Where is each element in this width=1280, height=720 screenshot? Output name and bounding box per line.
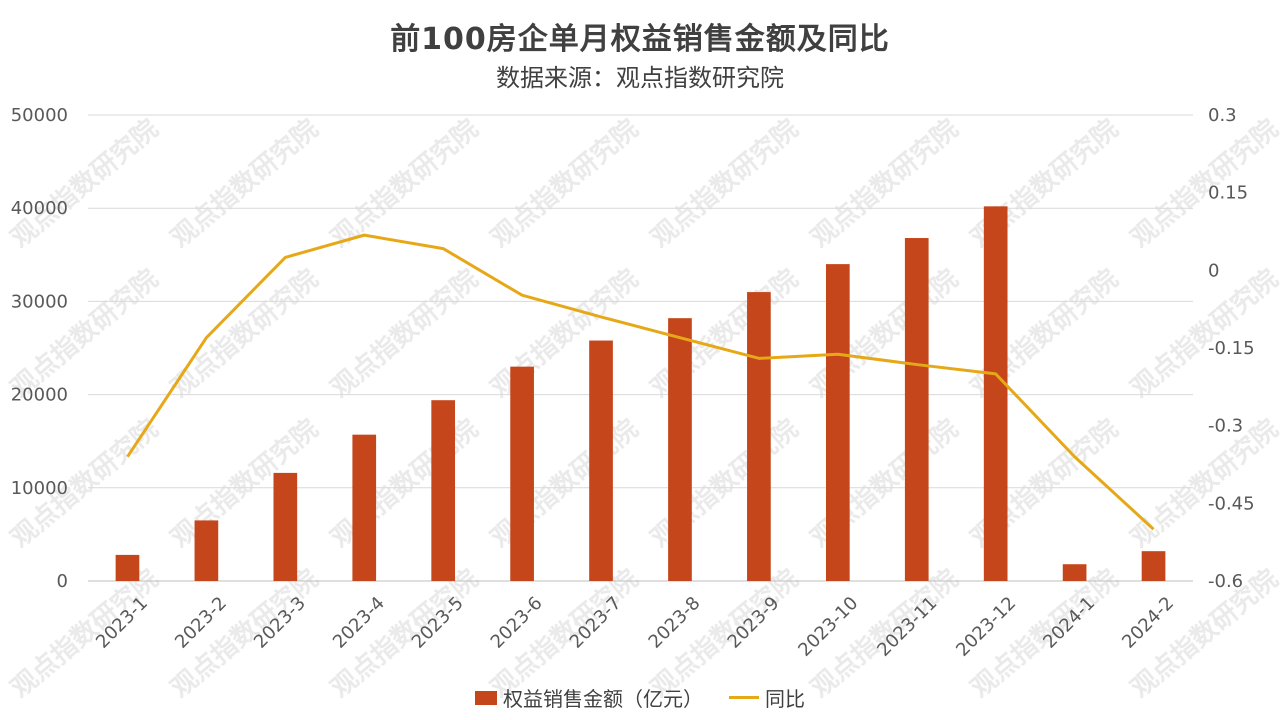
watermark-text: 观点指数研究院 (325, 263, 484, 404)
y-right-tick-label: 0.15 (1208, 183, 1248, 204)
y-right-tick-label: -0.45 (1208, 493, 1255, 514)
y-left-tick-label: 20000 (11, 385, 68, 406)
chart-subtitle: 数据来源：观点指数研究院 (496, 64, 784, 92)
legend-swatch-bar (475, 690, 497, 705)
watermark-text: 观点指数研究院 (1125, 113, 1280, 254)
bar (589, 340, 613, 581)
yoy-line (126, 233, 1155, 531)
chart-title: 前100房企单月权益销售金额及同比 (390, 22, 890, 57)
bar (747, 292, 771, 581)
legend-swatch-line (729, 696, 759, 699)
y-right-tick-label: 0.3 (1208, 105, 1237, 126)
bar (825, 264, 850, 581)
left-axis: 50000 40000 30000 20000 10000 0 (11, 105, 68, 592)
watermark-text: 观点指数研究院 (485, 263, 644, 404)
bar-series (115, 206, 1166, 582)
y-left-tick-label: 40000 (11, 198, 68, 219)
watermark-text: 观点指数研究院 (645, 113, 804, 254)
bar (194, 520, 219, 581)
legend-item-yoy[interactable]: 同比 (729, 683, 805, 712)
watermark-text: 观点指数研究院 (5, 113, 164, 254)
y-left-tick-label: 10000 (11, 478, 68, 499)
bar (510, 366, 534, 581)
y-right-tick-label: -0.15 (1208, 338, 1255, 359)
gridlines (88, 114, 1193, 582)
y-right-tick-label: 0 (1208, 260, 1219, 281)
watermark-text: 观点指数研究院 (1125, 263, 1280, 404)
watermark-text: 观点指数研究院 (805, 113, 964, 254)
watermark-text: 观点指数研究院 (165, 113, 324, 254)
y-right-tick-label: -0.3 (1208, 416, 1243, 437)
watermark-text: 观点指数研究院 (325, 413, 484, 554)
legend-label-sales: 权益销售金额（亿元） (503, 687, 703, 711)
y-left-tick-label: 30000 (11, 291, 68, 312)
watermark-text: 观点指数研究院 (165, 263, 324, 404)
watermark-text: 观点指数研究院 (485, 113, 644, 254)
bar (1062, 564, 1087, 581)
watermark-text: 观点指数研究院 (165, 413, 324, 554)
legend-item-sales[interactable]: 权益销售金额（亿元） (475, 683, 703, 712)
bar (668, 318, 692, 581)
legend: 权益销售金额（亿元） 同比 (0, 683, 1280, 712)
y-right-tick-label: -0.6 (1208, 571, 1243, 592)
watermark-text: 观点指数研究院 (325, 113, 484, 254)
watermark-text: 观点指数研究院 (1125, 413, 1280, 554)
bar (904, 238, 929, 582)
y-left-tick-label: 0 (57, 571, 68, 592)
watermark-text: 观点指数研究院 (5, 263, 164, 404)
bar (431, 400, 456, 581)
right-axis: 0.3 0.15 0 -0.15 -0.3 -0.45 -0.6 (1208, 105, 1255, 592)
legend-label-yoy: 同比 (765, 687, 805, 711)
watermark-text: 观点指数研究院 (485, 413, 644, 554)
line-series (126, 233, 1155, 531)
bar (983, 206, 1008, 581)
bar (273, 472, 298, 581)
bar (115, 554, 140, 581)
y-left-tick-label: 50000 (11, 105, 68, 126)
bar (352, 434, 377, 581)
bar (1141, 551, 1166, 581)
